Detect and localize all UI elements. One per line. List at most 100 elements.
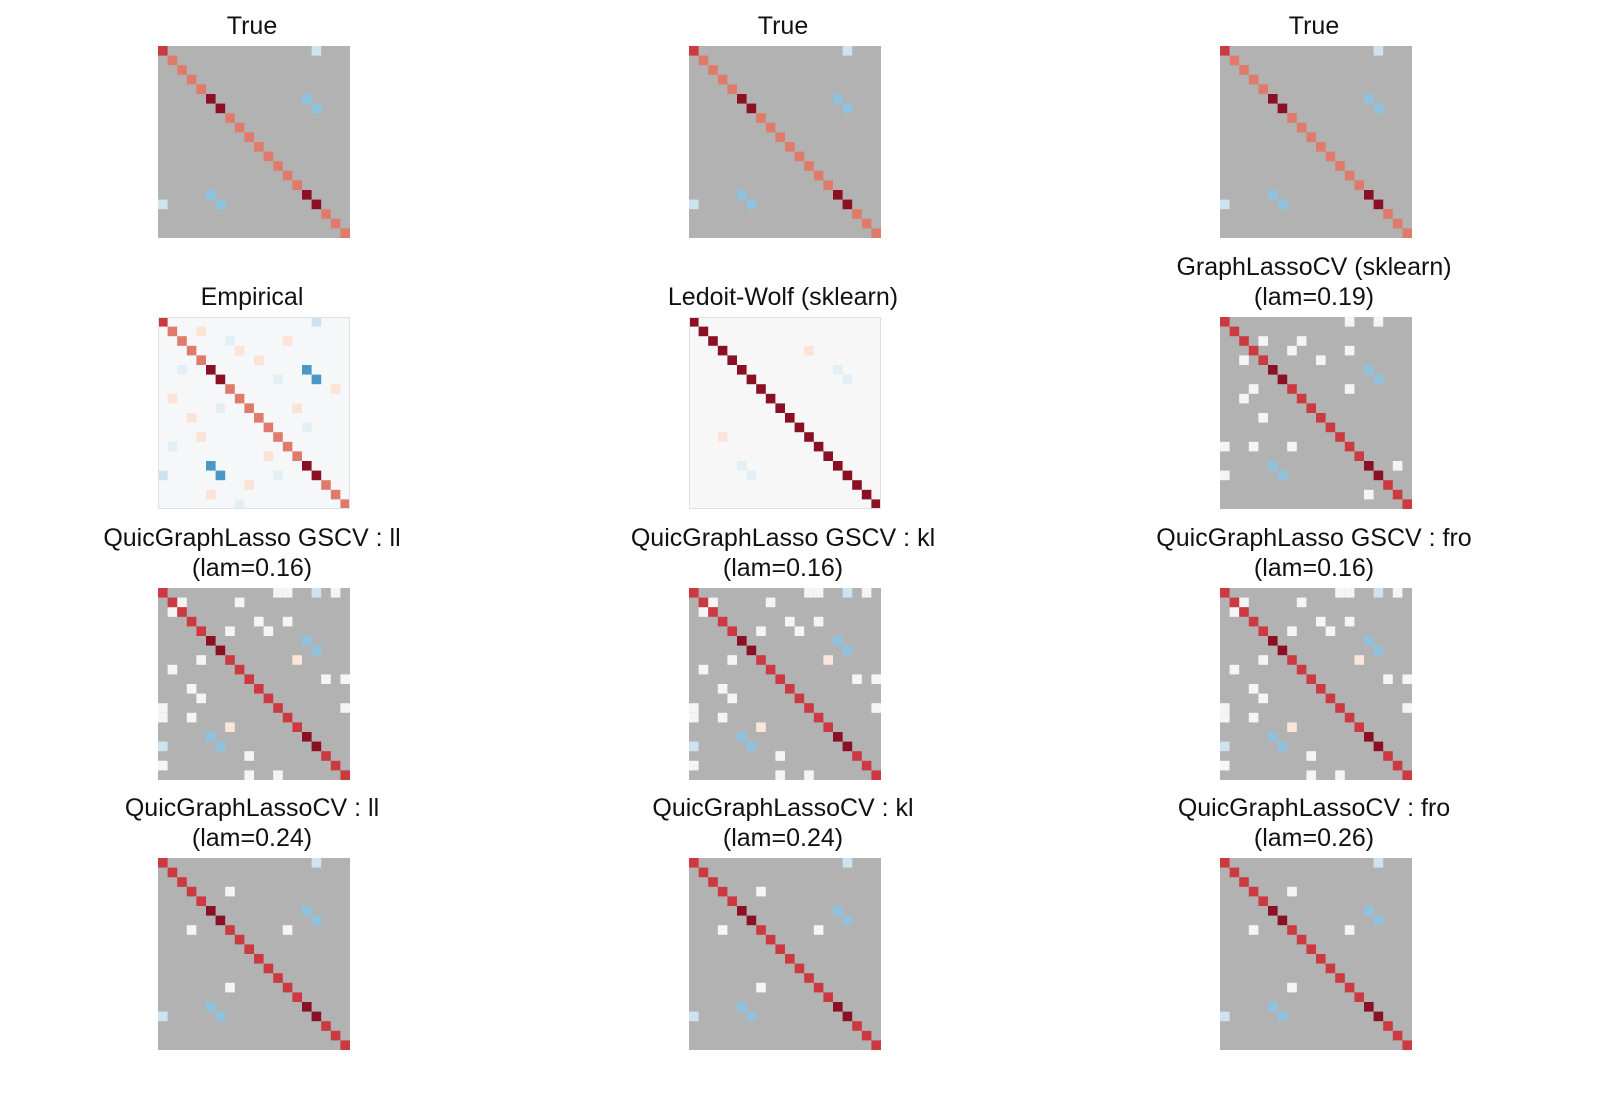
heatmap-cell — [186, 925, 197, 935]
heatmap-cell — [1258, 413, 1268, 423]
heatmap-diagonal-cell — [206, 636, 216, 646]
heatmap-cell — [1316, 616, 1326, 627]
heatmap-cell — [842, 858, 853, 868]
heatmap-diagonal-cell — [1383, 751, 1393, 761]
heatmap-diagonal-cell — [698, 326, 709, 337]
heatmap-diagonal-cell — [861, 489, 872, 500]
heatmap-diagonal-cell — [698, 55, 709, 66]
heatmap-cell — [746, 470, 757, 481]
heatmap-diagonal-cell — [842, 199, 853, 210]
heatmap-diagonal-cell — [756, 384, 766, 394]
heatmap-diagonal-cell — [1383, 1021, 1393, 1031]
heatmap-cell — [1277, 199, 1288, 210]
heatmap-diagonal-cell — [1258, 626, 1268, 636]
heatmap-diagonal-cell — [1373, 199, 1384, 210]
heatmap-diagonal-cell — [1344, 170, 1355, 181]
heatmap-cell — [842, 915, 853, 926]
heatmap-cell — [292, 655, 302, 665]
heatmap-diagonal-cell — [785, 684, 795, 694]
heatmap-diagonal-cell — [756, 113, 766, 123]
heatmap-diagonal-cell — [311, 199, 322, 210]
heatmap-cell — [785, 616, 795, 627]
panel-title-main: QuicGraphLasso GSCV : ll — [103, 524, 401, 552]
heatmap-diagonal-cell — [717, 886, 728, 897]
heatmap-cell — [177, 597, 187, 608]
heatmap-cell — [708, 597, 718, 608]
heatmap-cell — [1335, 588, 1345, 598]
heatmap-diagonal-cell — [1392, 489, 1403, 500]
heatmap-cell — [158, 199, 168, 210]
heatmap-cell — [292, 403, 302, 413]
heatmap-diagonal-cell — [330, 218, 341, 229]
heatmap-cell — [1239, 355, 1249, 365]
heatmap-diagonal-cell — [273, 432, 283, 442]
heatmap-cell — [1335, 770, 1345, 780]
panel-title-lambda: (lam=0.24) — [191, 824, 313, 852]
heatmap-cell — [254, 355, 264, 365]
heatmap-diagonal-cell — [833, 461, 843, 471]
heatmap-diagonal-cell — [225, 113, 235, 123]
heatmap-cell — [196, 655, 206, 665]
heatmap-diagonal-cell — [852, 209, 862, 219]
heatmap-diagonal-cell — [158, 317, 168, 327]
heatmap-cell — [1248, 384, 1259, 394]
heatmap-diagonal-cell — [1392, 760, 1403, 771]
heatmap-cell — [1268, 461, 1278, 471]
heatmap-diagonal-cell — [842, 741, 853, 752]
heatmap-cell — [311, 317, 322, 327]
heatmap-diagonal-cell — [1354, 722, 1364, 732]
heatmap-border — [158, 317, 350, 509]
heatmap-diagonal-cell — [282, 982, 293, 993]
heatmap-cell — [804, 770, 814, 780]
heatmap-cell — [842, 374, 853, 385]
heatmap-diagonal-cell — [871, 228, 881, 238]
heatmap-diagonal-cell — [302, 190, 312, 200]
heatmap-cell — [1373, 317, 1384, 327]
heatmap-cell — [273, 470, 283, 481]
heatmap-cell — [1248, 441, 1259, 452]
heatmap-diagonal-cell — [689, 858, 699, 868]
heatmap-diagonal-cell — [263, 963, 274, 974]
heatmap-cell — [737, 190, 747, 200]
heatmap-cell — [717, 432, 728, 442]
heatmap-cell — [804, 345, 814, 356]
heatmap-cell — [215, 741, 226, 752]
heatmap-cell — [794, 626, 805, 636]
heatmap-cell — [1268, 732, 1278, 742]
heatmap-diagonal-cell — [775, 674, 785, 684]
heatmap-diagonal-cell — [311, 741, 322, 752]
heatmap-cell — [302, 94, 312, 104]
heatmap-diagonal-cell — [1220, 858, 1230, 868]
heatmap-cell — [1220, 470, 1230, 481]
heatmap-diagonal-cell — [321, 751, 331, 761]
heatmap-diagonal-cell — [340, 228, 350, 238]
heatmap-cell — [158, 741, 168, 752]
heatmap-cell — [813, 925, 824, 935]
heatmap-diagonal-cell — [158, 588, 168, 598]
heatmap-diagonal-cell — [282, 170, 293, 181]
heatmap-cell — [871, 674, 881, 684]
heatmap-diagonal-cell — [311, 470, 322, 481]
heatmap-diagonal-cell — [273, 703, 283, 713]
heatmap-cell — [746, 199, 757, 210]
heatmap-diagonal-cell — [708, 65, 718, 75]
heatmap — [689, 46, 881, 238]
heatmap-diagonal-cell — [698, 867, 709, 878]
heatmap-cell — [756, 886, 766, 897]
heatmap — [1220, 317, 1412, 509]
panel-title-main: Ledoit-Wolf (sklearn) — [667, 283, 899, 311]
heatmap-cell — [196, 326, 206, 337]
heatmap-cell — [206, 190, 216, 200]
heatmap-diagonal-cell — [215, 374, 226, 385]
heatmap-diagonal-cell — [861, 218, 872, 229]
heatmap-cell — [1344, 384, 1355, 394]
heatmap-diagonal-cell — [689, 46, 699, 56]
heatmap-cell — [804, 588, 814, 598]
heatmap — [689, 317, 881, 509]
heatmap-diagonal-cell — [1296, 664, 1307, 675]
heatmap-diagonal-cell — [861, 1030, 872, 1041]
heatmap-diagonal-cell — [1306, 403, 1316, 413]
heatmap-diagonal-cell — [1287, 113, 1297, 123]
heatmap-diagonal-cell — [1325, 693, 1336, 704]
heatmap-diagonal-cell — [263, 693, 274, 704]
